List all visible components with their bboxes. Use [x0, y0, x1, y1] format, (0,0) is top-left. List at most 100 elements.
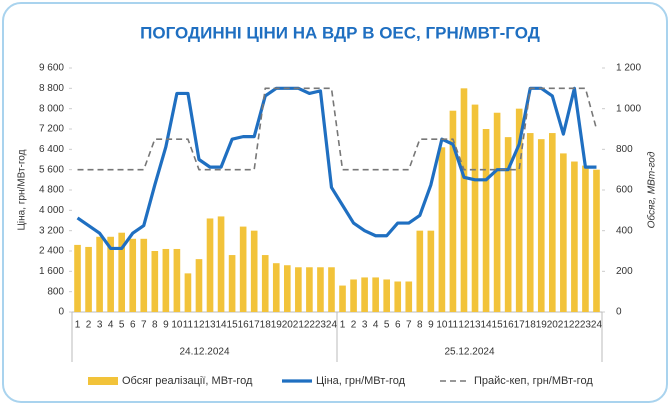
bar	[184, 273, 192, 312]
x-tick-label: 20	[547, 320, 559, 331]
bar	[295, 267, 302, 312]
bar	[361, 277, 368, 312]
bar	[427, 230, 435, 312]
bar	[350, 279, 357, 312]
x-tick-label: 15	[492, 320, 504, 331]
y2-tick-label: 1 000	[616, 103, 641, 114]
bar	[151, 251, 159, 312]
bar	[284, 265, 291, 312]
x-tick-label: 10	[436, 320, 448, 331]
bar	[228, 255, 236, 312]
bar	[482, 129, 490, 312]
x-tick-label: 12	[193, 320, 205, 331]
y-tick-label: 5 600	[39, 164, 64, 175]
y2-tick-label: 1 200	[616, 63, 641, 74]
bar	[339, 285, 346, 312]
x-tick-label: 6	[130, 320, 136, 331]
x-tick-label: 19	[536, 320, 548, 331]
x-tick-label: 4	[108, 320, 114, 331]
price-line	[76, 86, 597, 251]
bar	[449, 110, 457, 312]
bar	[306, 267, 313, 312]
x-tick-label: 7	[406, 320, 412, 331]
x-tick-label: 23	[315, 320, 327, 331]
bar	[96, 236, 103, 312]
y2-tick-label: 400	[616, 225, 633, 236]
x-tick-label: 17	[514, 320, 526, 331]
x-tick-label: 19	[271, 320, 283, 331]
bar	[206, 218, 214, 312]
y-tick-label: 7 200	[39, 124, 64, 135]
y-axis-title: Ціна, грн/МВт-год	[17, 149, 28, 230]
y-tick-label: 800	[47, 286, 64, 297]
legend-label: Ціна, грн/МВт-год	[316, 375, 406, 387]
y-tick-label: 2 400	[39, 246, 64, 257]
bar	[460, 88, 468, 312]
bar	[471, 104, 479, 312]
x-tick-label: 9	[163, 320, 169, 331]
bar	[549, 133, 556, 312]
x-tick-label: 23	[580, 320, 592, 331]
x-tick-label: 22	[569, 320, 581, 331]
x-tick-label: 3	[362, 320, 368, 331]
bar	[571, 161, 578, 312]
chart-title: ПОГОДИННІ ЦІНИ НА ВДР В ОЕС, ГРН/МВТ-ГОД	[140, 23, 540, 42]
x-tick-label: 21	[558, 320, 570, 331]
bar	[560, 153, 567, 312]
x-tick-label: 17	[249, 320, 261, 331]
x-tick-label: 13	[204, 320, 216, 331]
x-tick-label: 13	[469, 320, 481, 331]
y2-axis-title: Обсяг, МВт-год	[646, 151, 658, 228]
x-tick-label: 2	[351, 320, 357, 331]
y2-tick-label: 200	[616, 266, 633, 277]
bar	[416, 230, 424, 312]
bar	[328, 267, 335, 312]
x-tick-label: 7	[141, 320, 147, 331]
y-tick-label: 4 000	[39, 205, 64, 216]
x-tick-label: 24	[326, 320, 338, 331]
bar	[593, 169, 600, 312]
x-tick-label: 24	[591, 320, 603, 331]
x-tick-label: 11	[448, 320, 459, 331]
x-tick-label: 15	[227, 320, 239, 331]
bar	[195, 259, 203, 312]
bar	[140, 238, 148, 312]
x-tick-label: 18	[525, 320, 537, 331]
y-tick-label: 8 000	[39, 103, 64, 114]
bar	[526, 133, 534, 312]
group-label: 25.12.2024	[444, 347, 494, 358]
bar	[173, 248, 181, 312]
price-cap-line	[77, 87, 598, 171]
x-tick-label: 8	[417, 320, 423, 331]
bar	[272, 263, 280, 312]
x-tick-label: 22	[304, 320, 316, 331]
bar	[118, 232, 125, 312]
x-tick-label: 3	[97, 320, 103, 331]
y-tick-label: 6 400	[39, 144, 64, 155]
bar	[504, 137, 512, 312]
bar	[493, 112, 501, 312]
bar	[582, 165, 589, 312]
y2-tick-label: 800	[616, 144, 633, 155]
x-tick-label: 16	[238, 320, 250, 331]
x-tick-label: 10	[171, 320, 183, 331]
bar	[261, 255, 269, 312]
y-tick-label: 9 600	[39, 63, 64, 74]
x-tick-label: 4	[373, 320, 379, 331]
bar	[405, 281, 413, 312]
y-tick-label: 0	[58, 307, 64, 318]
bar	[383, 279, 390, 312]
bar	[250, 230, 258, 312]
y-tick-label: 4 800	[39, 185, 64, 196]
legend-label: Прайс-кеп, грн/МВт-год	[474, 375, 593, 387]
bar	[129, 238, 137, 312]
bar	[162, 248, 170, 312]
x-tick-label: 8	[152, 320, 158, 331]
x-tick-label: 21	[293, 320, 305, 331]
x-tick-label: 18	[260, 320, 272, 331]
x-tick-label: 5	[384, 320, 390, 331]
bar	[85, 246, 92, 312]
x-tick-label: 2	[86, 320, 92, 331]
y2-tick-label: 0	[616, 307, 622, 318]
